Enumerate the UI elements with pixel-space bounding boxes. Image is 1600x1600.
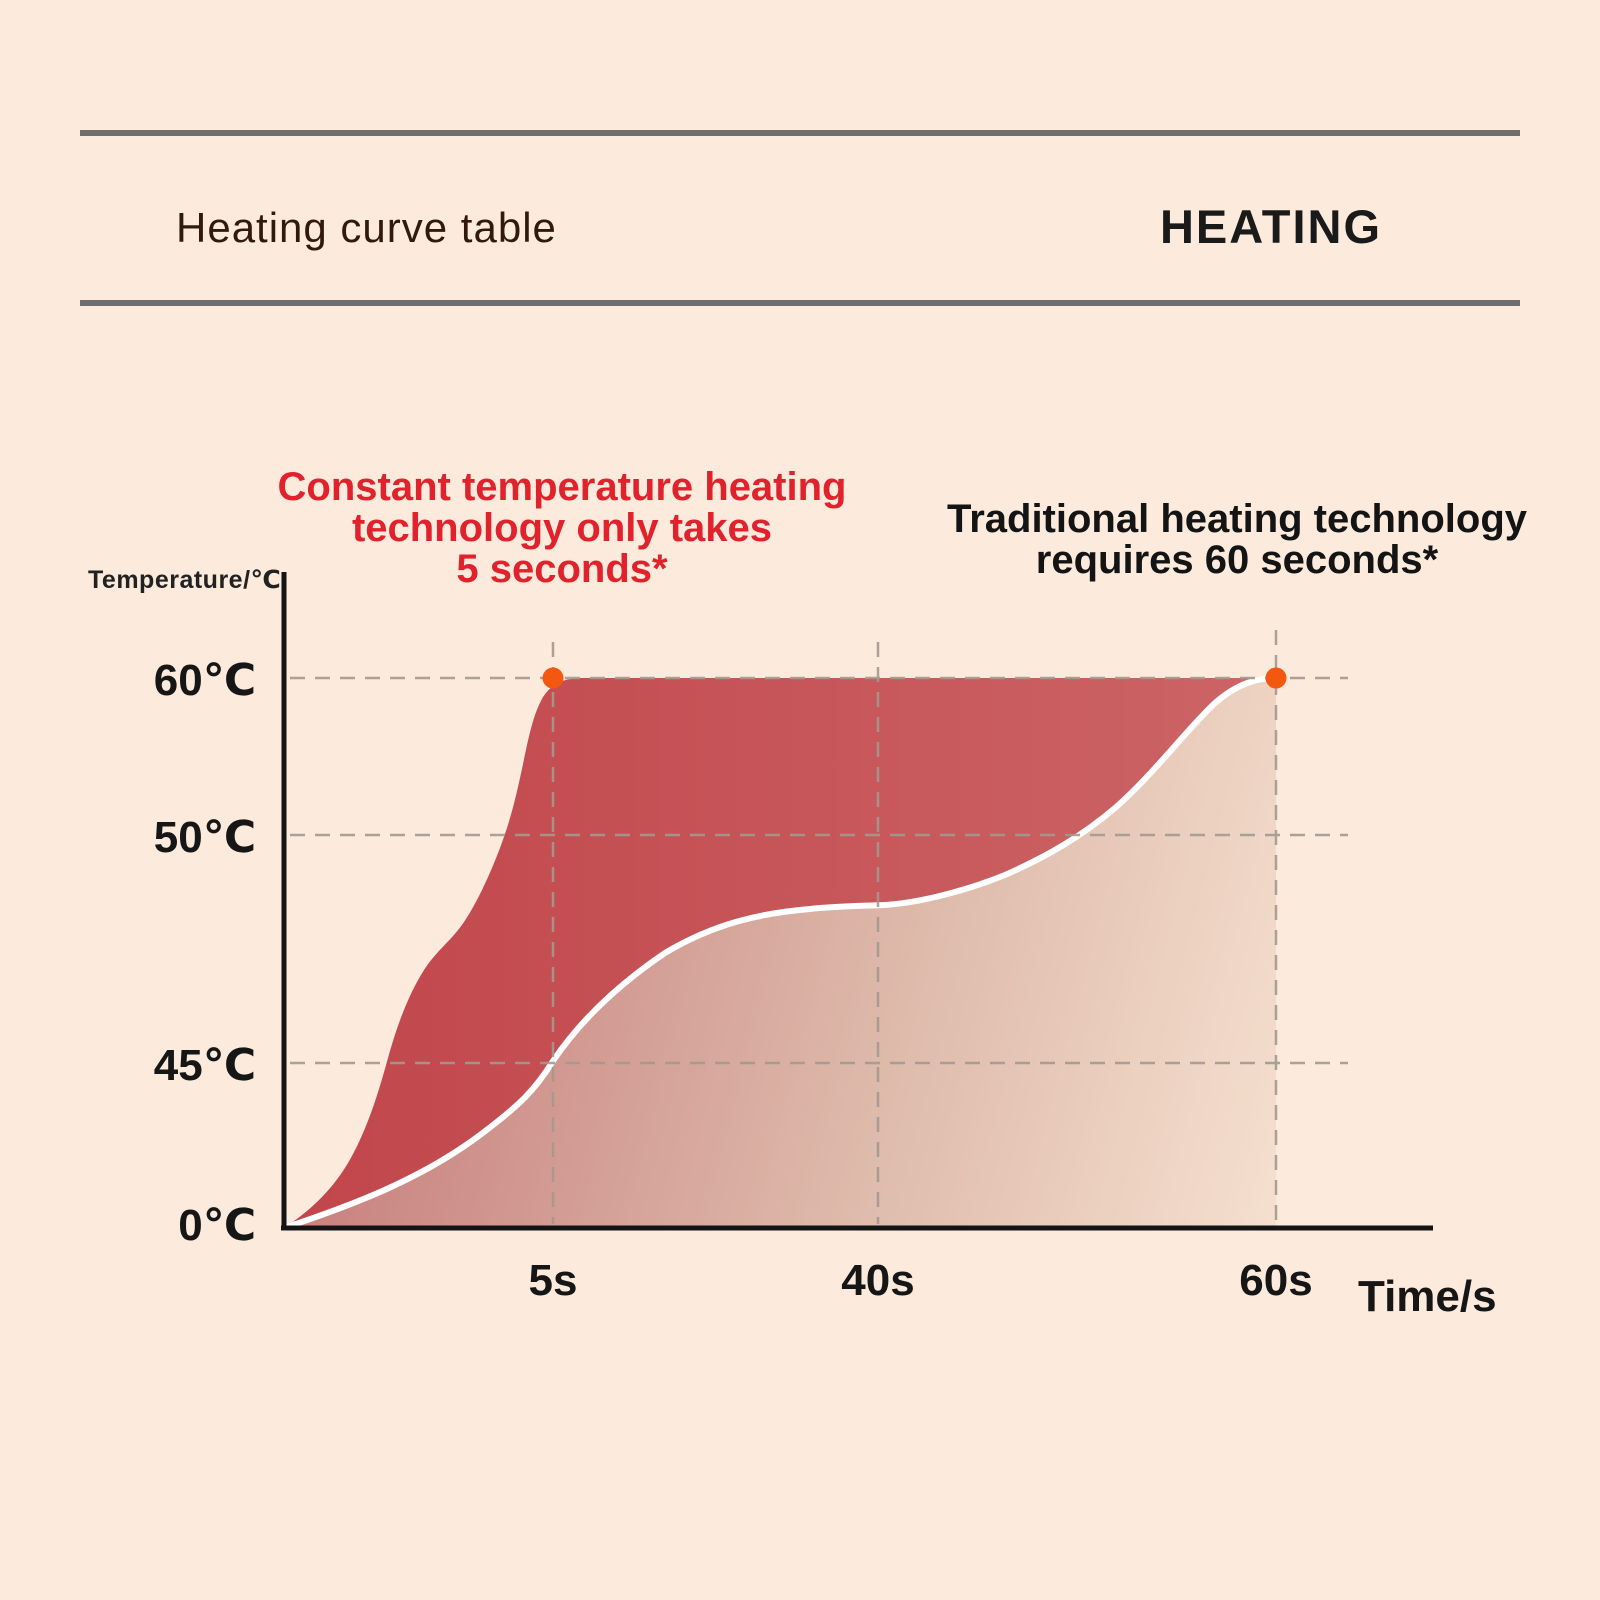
fast-heating-annotation-line1: Constant temperature heating <box>277 465 847 509</box>
traditional-heating-annotation-line1: Traditional heating technology <box>946 497 1528 541</box>
fast-heating-annotation-line2: technology only takes <box>351 506 773 550</box>
header-rule-bottom <box>80 300 1520 306</box>
x-tick-60s: 60s <box>1239 1256 1313 1305</box>
x-tick-5s: 5s <box>528 1256 578 1305</box>
x-tick-40s: 40s <box>841 1256 915 1305</box>
page-title: Heating curve table <box>176 204 557 251</box>
brand-label: HEATING <box>1159 200 1382 253</box>
traditional-heating-annotation-line2: requires 60 seconds* <box>1035 538 1439 582</box>
y-tick-50c: 50℃ <box>153 813 256 862</box>
x-axis-title: Time/s <box>1358 1272 1497 1321</box>
traditional-heating-curve-line <box>281 675 1279 1231</box>
y-tick-45c: 45℃ <box>153 1041 256 1090</box>
marker-fast-60c-dot <box>542 667 564 689</box>
fast-heating-annotation: Constant temperature heating technology … <box>232 467 892 590</box>
y-axis-title: Temperature/℃ <box>88 566 282 594</box>
fast-heating-annotation-line3: 5 seconds* <box>456 547 668 591</box>
y-tick-60c: 60℃ <box>153 656 256 705</box>
traditional-heating-annotation: Traditional heating technology requires … <box>937 499 1537 581</box>
marker-traditional-60c-dot <box>1265 667 1287 689</box>
header-rule-top <box>80 130 1520 136</box>
y-tick-0c: 0℃ <box>178 1201 256 1250</box>
